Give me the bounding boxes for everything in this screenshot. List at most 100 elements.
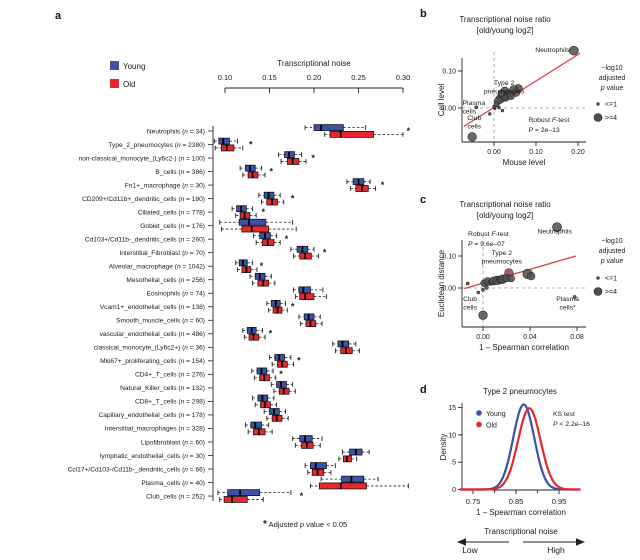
row-label: Plasma_cells (n = 40) [141,480,205,487]
row-label: vascular_endothelial_cells (n = 486) [100,331,205,338]
legend-label-young: Young [486,411,506,418]
row-label: Club_cells (n = 252) [146,493,205,500]
annotation: cells [463,109,477,116]
row-label: Ciliated_cells (n = 778) [138,209,205,216]
legend-label-old: Old [123,80,135,89]
box [238,218,267,226]
boxplot-row: Cd103+/Cd11b-_dendritic_cells (n = 260) * [85,232,289,246]
panel-b-point-legend: −log10 adjusted p value <=1 >=4 [593,65,625,122]
significance-star: * [269,329,273,339]
row-label: Alveolar_macrophage (n = 1042) [109,264,205,271]
boxplot-row: non-classical_monocyte_(Ly6c2-) (n = 100… [79,151,315,165]
boxplot-row: Smooth_muscle_cells (n = 60) [116,313,323,328]
row-label: Cd103+/Cd11b-_dendritic_cells (n = 260) [85,236,205,243]
boxplot-row: CD4+_T_cells (n = 276) * [135,367,283,382]
boxplot-row: Vcam1+_endothelial_cells (n = 138) * [100,299,295,314]
legend-label-young: Young [123,62,145,71]
significance-star: * [407,126,411,136]
x-tick-label: 0.75 [466,497,481,506]
y-axis-label: Euclidean distance [437,249,446,317]
row-label: Goblet_cells (n = 176) [140,223,205,230]
data-point [506,91,515,100]
panel-a-tick-label: 0.15 [262,73,277,82]
x-tick-label: 0.10 [529,149,543,156]
boxplot-row: Lipofibroblast (n = 60) [141,435,323,449]
significance-star: * [311,153,315,163]
stat-text: Robust F-test [528,117,569,124]
legend-dot [593,113,603,122]
box [223,496,248,503]
row-label: Interstitial_Fibroblast (n = 70) [119,250,205,257]
legend-title: −log10 [601,238,622,245]
boxplot-row: Fn1+_macrophage (n = 30) * [125,178,385,192]
legend-title: p value [600,258,624,265]
data-point [488,112,492,116]
panel-b: Transcriptional noise ratio [old/young lo… [437,15,625,167]
data-point [484,285,489,290]
panel-b-title: [old/young log2] [477,26,534,35]
boxplot-row: Plasma_cells (n = 40) [141,475,409,490]
y-tick-label: 0.10 [442,254,456,261]
legend-item-label: <=1 [605,276,617,283]
x-tick-label: 0.08 [570,334,584,341]
annotation: cells [467,124,481,131]
legend-swatch-old [110,79,119,88]
data-point [527,272,536,281]
row-label: Capillary_endothelial_cells (n = 178) [99,412,206,419]
panel-b-letter: b [420,8,427,20]
stat-text: KS test [553,411,575,418]
x-tick-label: 0.04 [523,334,537,341]
panel-c-letter: c [420,194,427,206]
row-label: Lipofibroblast (n = 60) [141,439,205,446]
stat-text: P = 9.6e–07 [468,241,505,248]
significance-star: * [249,139,253,149]
legend-label-old: Old [486,423,497,430]
row-label: non-classical_monocyte_(Ly6c2-) (n = 100… [79,155,205,162]
panel-c-point-legend: −log10 adjusted p value <=1 >=4 [593,238,625,296]
row-label: Ccl17+/Cd103-/Cd11b-_dendritic_cells (n … [68,466,205,473]
arrowhead-left [457,538,466,546]
boxplot-row: vascular_endothelial_cells (n = 486) * [100,327,273,341]
y-tick-label: 0 [452,487,456,494]
annotation: cells [463,305,477,312]
data-point [500,108,505,113]
legend-item-label: <=1 [605,102,617,109]
panel-a-tick-label: 0.10 [218,73,233,82]
x-axis-label: 1 – Spearman correlation [479,343,569,352]
row-label: Vcam1+_endothelial_cells (n = 138) [100,304,205,311]
x-axis-label: 1 – Spearman correlation [476,508,566,517]
stat-text: P = 2e–13 [528,127,559,134]
data-point [481,288,485,292]
y-tick-label: 5 [452,460,456,467]
legend-title: p value [600,85,624,92]
boxplot-row: Mesothelial_cells (n = 256) [126,272,276,287]
x-tick-label: 0.00 [476,334,490,341]
density-curve-old [460,407,581,491]
panel-a-tick-label: 0.30 [396,73,411,82]
legend-dot-young [476,410,482,416]
data-point [476,290,480,295]
significance-star: * [291,193,295,203]
significance-star: * [262,207,266,217]
y-tick-label: 0.10 [442,69,456,76]
panel-d: Type 2 pneumocytes 0 5 10 15 0.75 0.85 0.95 Dens… [439,387,590,555]
panel-d-title: Type 2 pneumocytes [483,387,557,396]
row-label: Eosinophils (n = 74) [147,291,205,298]
row-label: Neutrophils (n = 34) [147,128,205,135]
y-axis-label: Cell level [437,84,446,117]
annotation: Club [467,115,481,122]
x-axis-label: Mouse level [503,158,546,167]
annotation: Club [463,296,477,303]
boxplot-row: Mki67+_proliferating_cells (n = 154) * [100,354,301,368]
panel-b-title: Transcriptional noise ratio [459,15,551,24]
row-label: CD4+_T_cells (n = 276) [135,372,205,379]
row-label: Natural_Killer_cells (n = 132) [120,385,205,392]
box [299,293,315,301]
annotation: pneumocytes [484,89,525,96]
panel-a-letter: a [55,10,62,22]
panel-a-footnote: * Adjusted p value < 0.05 [263,519,347,530]
data-point [572,295,577,299]
boxplot-row: Alveolar_macrophage (n = 1042) * [109,259,264,273]
